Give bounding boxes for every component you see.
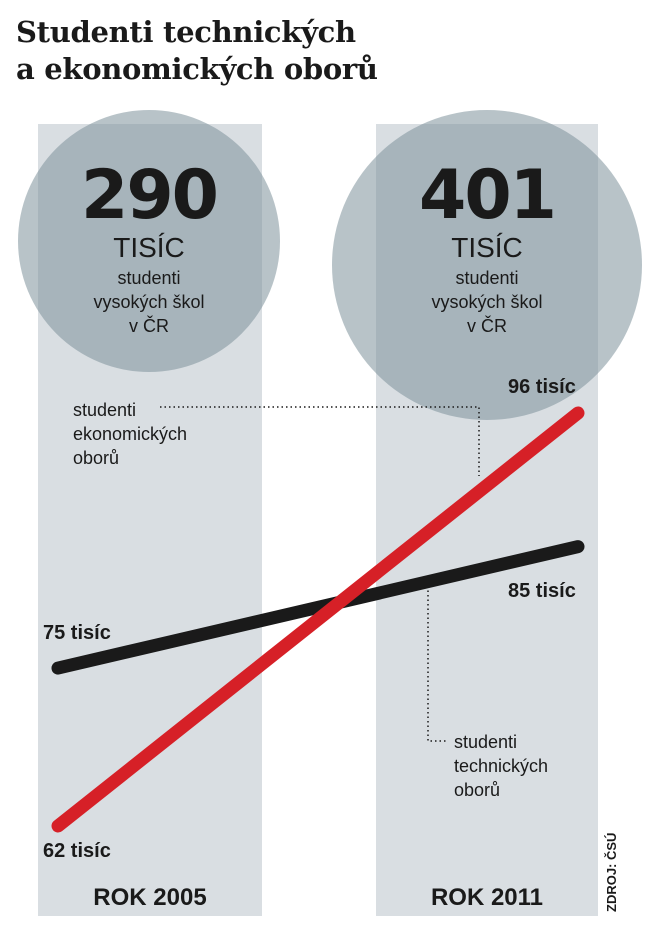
total-value-2011: 401 — [419, 156, 557, 235]
value-label-tech-2011: 96 tisíc — [508, 376, 576, 398]
total-desc-2011: studenti vysokých škol v ČR — [332, 266, 642, 338]
series-label-line: studenti — [73, 400, 137, 420]
series-label-line: oborů — [73, 448, 120, 468]
series-label-line: oborů — [454, 780, 501, 800]
series-label-line: technických — [454, 756, 549, 776]
series-line-ekonomicke — [51, 540, 585, 675]
value-label-eko-2011: 85 tisíc — [508, 580, 576, 602]
total-value-2005: 290 — [81, 156, 219, 235]
series-label-line: ekonomických — [73, 424, 188, 444]
chart-title: Studenti technických a ekonomických obor… — [16, 14, 616, 88]
total-desc-line: vysokých škol — [93, 292, 205, 312]
x-label-2005: ROK 2005 — [93, 884, 207, 911]
total-desc-line: studenti — [117, 268, 181, 288]
total-circle-2011 — [332, 110, 642, 420]
leader-tech — [427, 586, 448, 742]
source-note: ZDROJ: ČSÚ — [604, 832, 619, 912]
total-desc-line: vysokých škol — [431, 292, 543, 312]
leader-eko — [160, 406, 480, 476]
total-desc-2005: studenti vysokých škol v ČR — [18, 266, 280, 338]
series-label-ekonomicke: studenti ekonomických oborů — [73, 398, 187, 470]
total-circle-2005 — [18, 110, 280, 372]
series-label-technicke: studenti technických oborů — [454, 730, 548, 802]
total-text-2005: 290 TISÍC studenti vysokých škol v ČR — [18, 162, 280, 338]
total-unit-2011: TISÍC — [451, 232, 523, 263]
x-label-2011: ROK 2011 — [430, 884, 544, 911]
total-desc-line: studenti — [455, 268, 519, 288]
value-label-tech-2005: 62 tisíc — [43, 840, 111, 862]
value-label-eko-2005: 75 tisíc — [43, 622, 111, 644]
chart-title-line-2: a ekonomických oborů — [16, 52, 378, 86]
series-line-technicke — [51, 406, 585, 833]
total-desc-line: v ČR — [129, 316, 169, 336]
total-text-2011: 401 TISÍC studenti vysokých škol v ČR — [332, 162, 642, 338]
series-label-line: studenti — [454, 732, 518, 752]
chart-title-line-1: Studenti technických — [16, 15, 356, 49]
total-desc-line: v ČR — [467, 316, 507, 336]
total-unit-2005: TISÍC — [113, 232, 185, 263]
